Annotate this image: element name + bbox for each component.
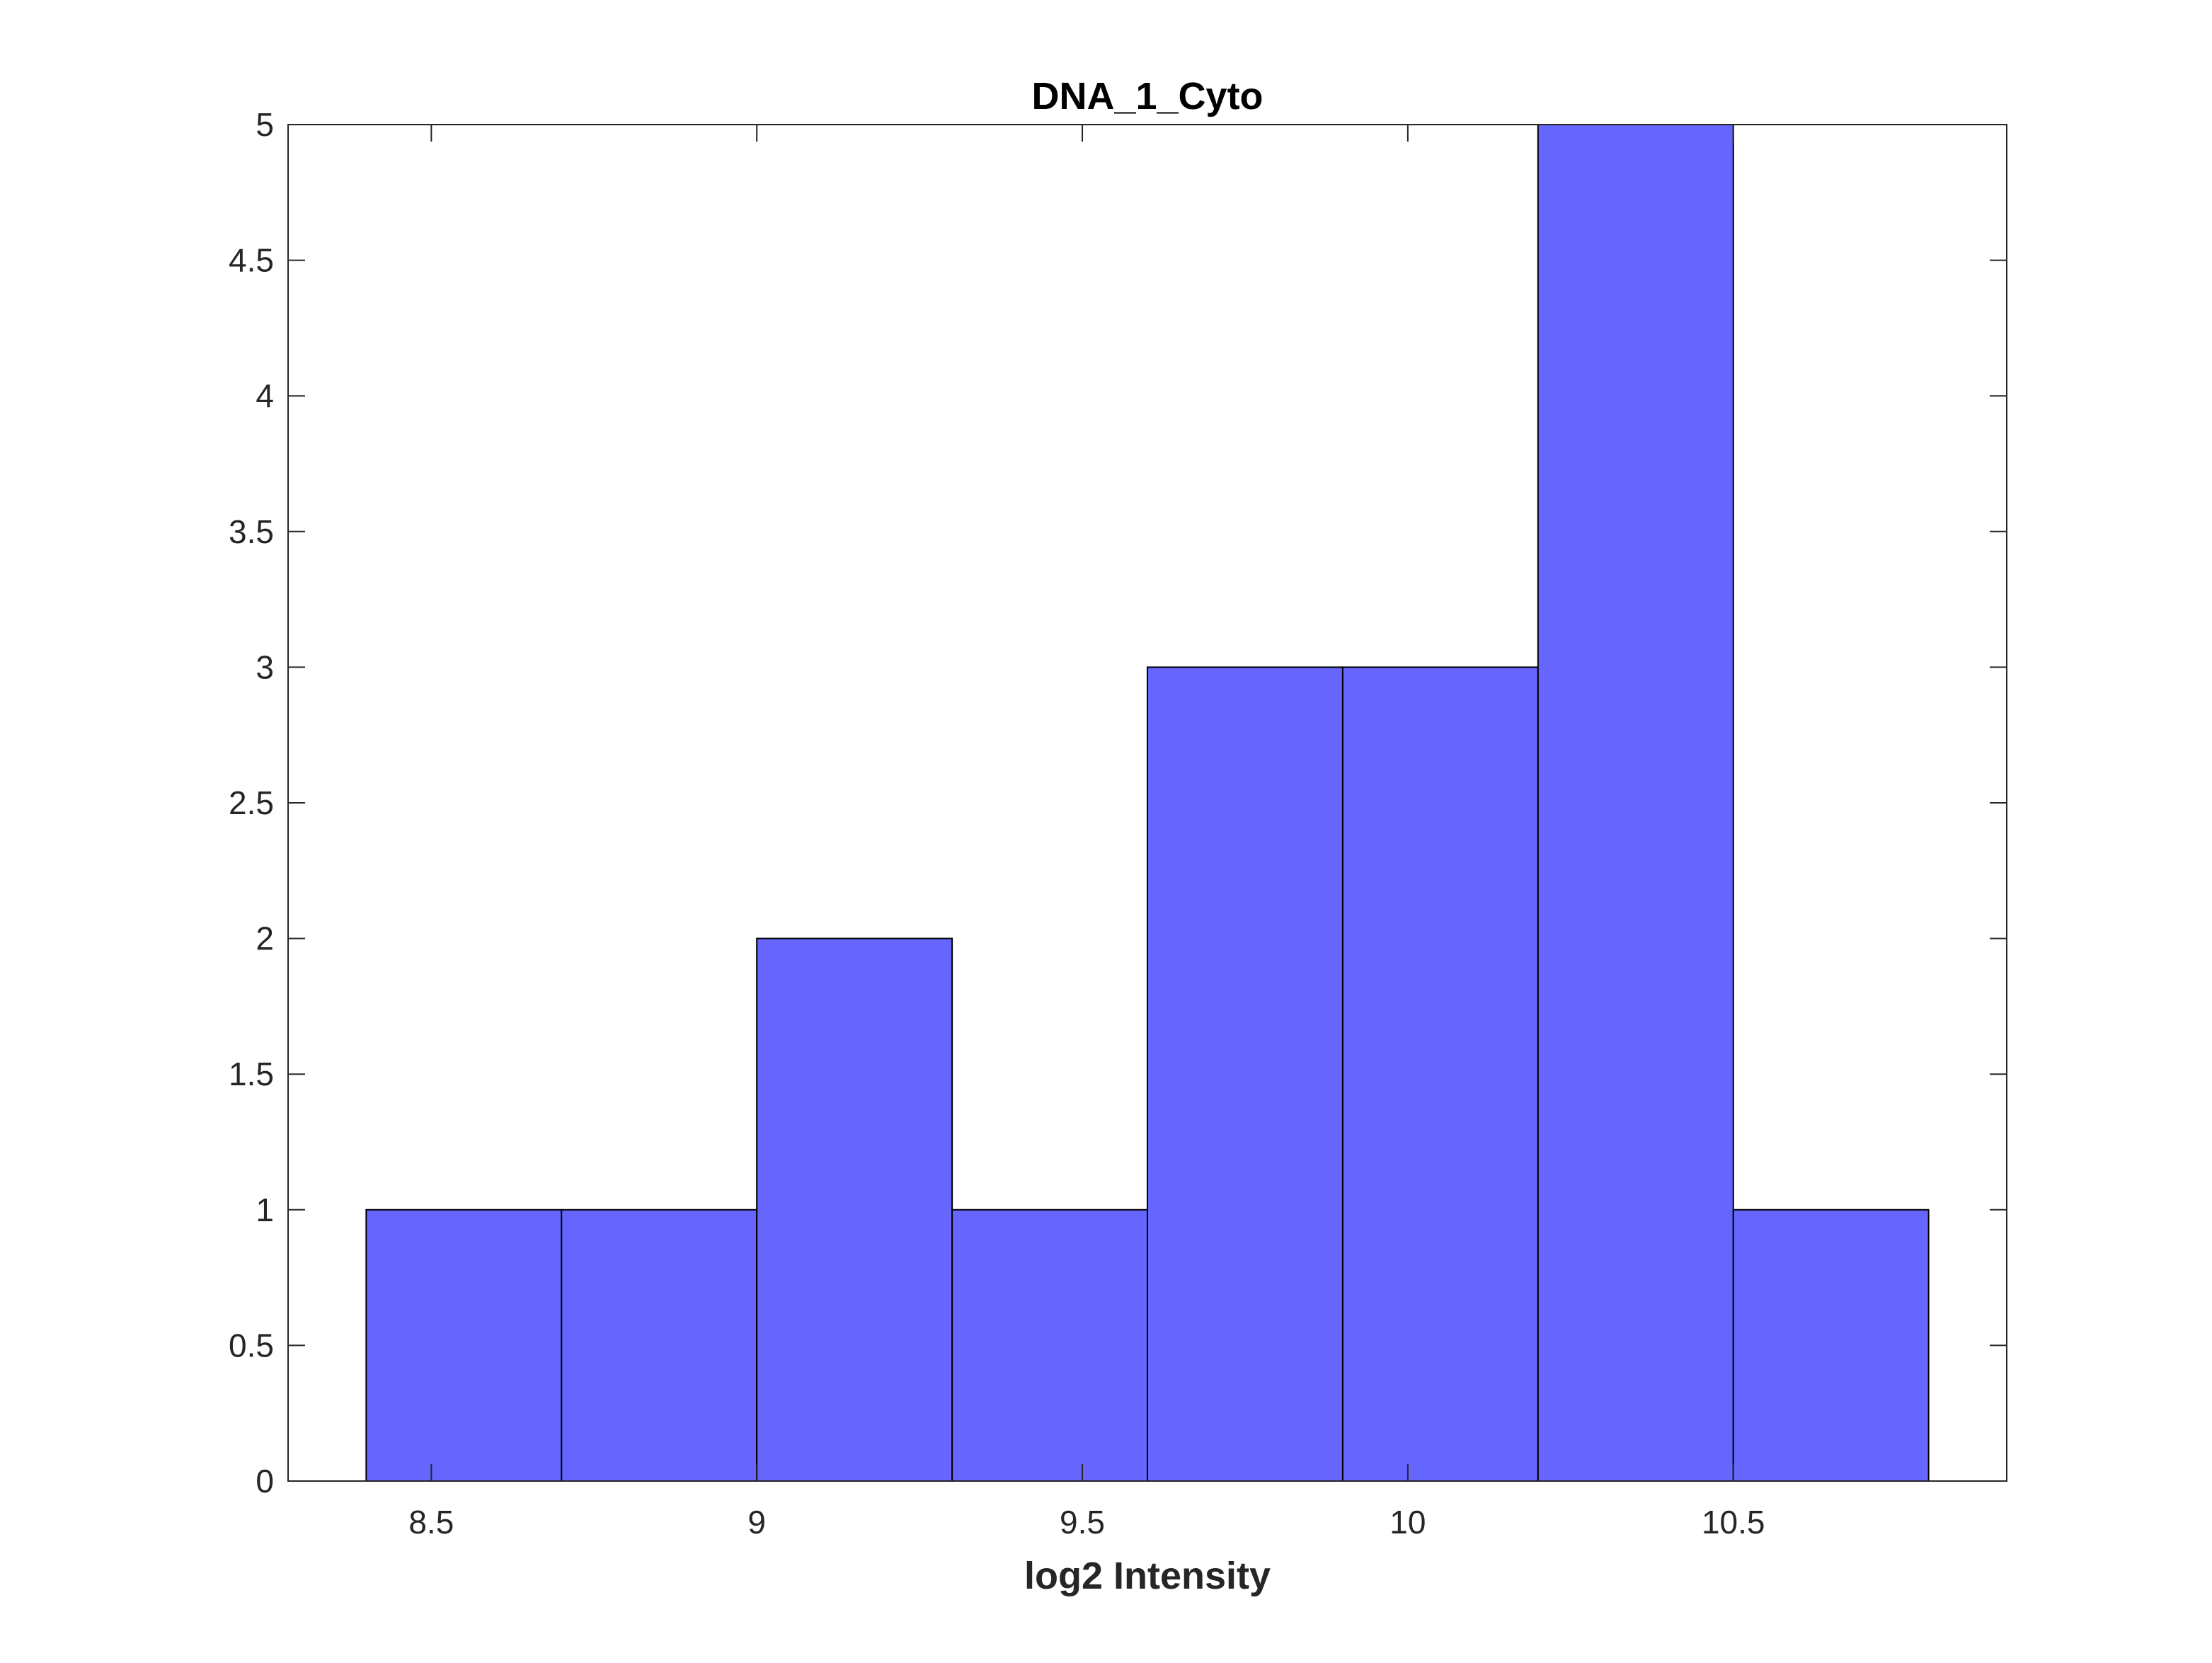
y-tick-label: 4.5 — [229, 242, 274, 279]
y-tick-label: 0 — [256, 1463, 274, 1499]
x-tick-label: 8.5 — [408, 1504, 454, 1541]
y-tick-label: 2.5 — [229, 784, 274, 821]
bars-group — [365, 124, 1930, 1482]
x-tick-label: 9.5 — [1060, 1504, 1105, 1541]
y-tick-label: 1 — [256, 1191, 274, 1228]
histogram-bar — [756, 937, 953, 1482]
y-tick-label: 3 — [256, 648, 274, 685]
axes-box — [287, 124, 2007, 1482]
histogram-bar — [1537, 124, 1734, 1482]
y-tick-label: 2 — [256, 920, 274, 957]
histogram-bar — [951, 1208, 1149, 1482]
histogram-bar — [561, 1208, 758, 1482]
x-tick-label: 10.5 — [1702, 1504, 1765, 1541]
y-tick-label: 4 — [256, 377, 274, 414]
y-tick-label: 0.5 — [229, 1327, 274, 1364]
histogram-bar — [1732, 1208, 1930, 1482]
histogram-bar — [1341, 666, 1539, 1482]
x-axis-label: log2 Intensity — [1024, 1555, 1271, 1597]
chart-title: DNA_1_Cyto — [1031, 75, 1263, 118]
y-tick-label: 5 — [256, 106, 274, 143]
tick-labels-group: 8.5 9 9.5 10 10.5 0 0.5 1 1.5 2 2.5 3 3.5 4 4.5 5 — [229, 106, 1765, 1541]
x-tick-label: 9 — [747, 1504, 766, 1541]
histogram-bar — [365, 1208, 563, 1482]
y-tick-label: 1.5 — [229, 1056, 274, 1092]
x-tick-label: 10 — [1389, 1504, 1426, 1541]
histogram-bar — [1147, 666, 1343, 1482]
y-tick-label: 3.5 — [229, 513, 274, 550]
